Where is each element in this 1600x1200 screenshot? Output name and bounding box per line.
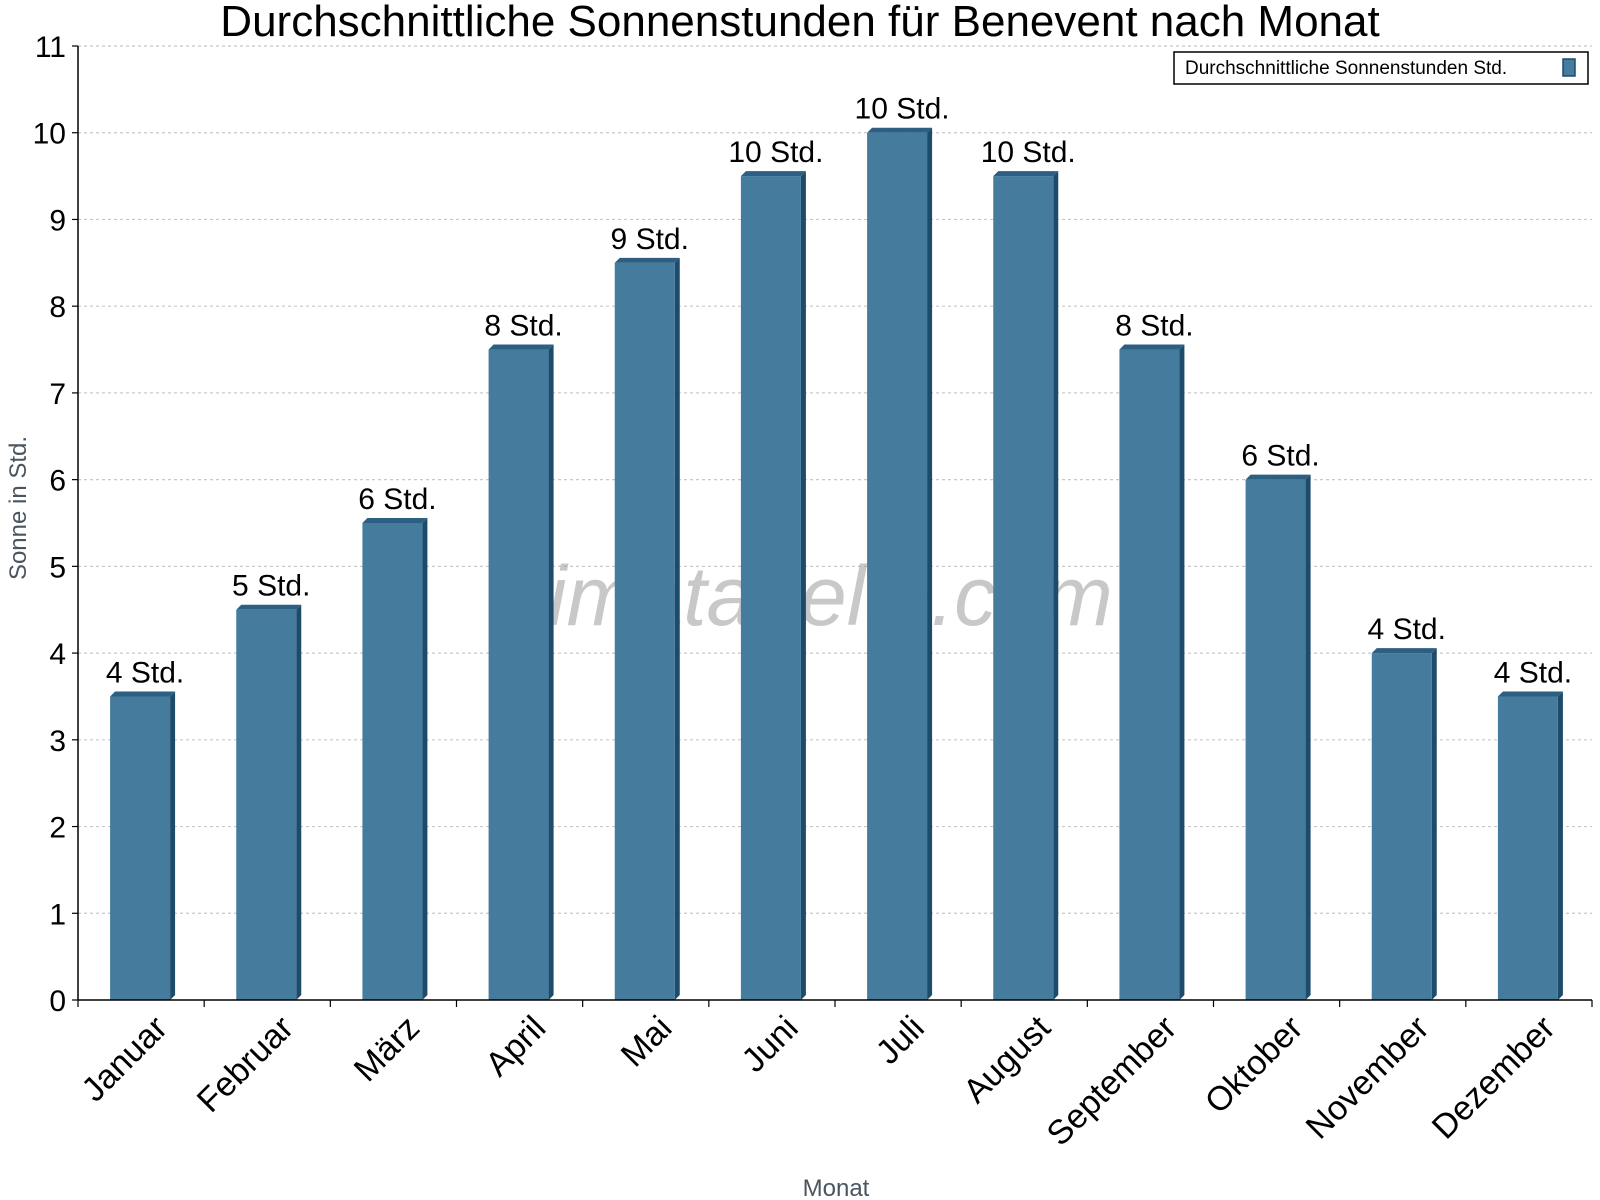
bar-top: [614, 257, 680, 263]
data-label: 10 Std.: [981, 136, 1076, 169]
bar-mai: [614, 257, 680, 1000]
axes: [72, 45, 1593, 1007]
data-label: 9 Std.: [611, 223, 689, 256]
bar-top: [993, 171, 1059, 177]
y-tick-label: 6: [49, 465, 66, 498]
x-tick-label: August: [956, 1008, 1058, 1110]
bar-februar: [236, 604, 302, 1000]
data-labels: 4 Std. 5 Std. 6 Std. 8 Std. 9 Std. 10 Std. 10 …: [106, 93, 1572, 690]
bar-märz: [362, 518, 428, 1000]
bar-top: [1497, 691, 1563, 697]
y-tick-label: 9: [49, 204, 66, 237]
bar-front: [867, 132, 928, 1000]
data-label: 10 Std.: [855, 93, 950, 126]
bar-side: [927, 127, 933, 1000]
bar-front: [614, 262, 675, 1000]
bar-top: [110, 691, 176, 697]
bar-side: [1053, 171, 1059, 1000]
legend-box: [1173, 51, 1589, 85]
bar-top: [867, 127, 933, 133]
y-tick-label: 7: [49, 378, 66, 411]
y-tick-label: 0: [49, 985, 66, 1018]
bar-top: [1119, 344, 1185, 350]
x-tick-label: Mai: [614, 1009, 680, 1075]
bar-top: [1371, 648, 1437, 654]
bar-side: [1305, 474, 1311, 1000]
x-tick-label: Februar: [190, 1009, 301, 1120]
y-tick-labels: 0 1 2 3 4 5 6 7 8 9 10 11: [33, 31, 66, 1018]
bar-side: [800, 171, 806, 1000]
y-tick-label: 10: [33, 118, 66, 151]
bar-januar: [110, 691, 176, 1000]
data-label: 6 Std.: [358, 483, 436, 516]
bar-front: [1119, 349, 1180, 1001]
legend-label: Durchschnittliche Sonnenstunden Std.: [1185, 58, 1507, 79]
bar-top: [236, 604, 302, 610]
bar-side: [1179, 344, 1185, 1001]
x-tick-labels: Januar Februar März April Mai Juni Juli AugustS…: [74, 1008, 1562, 1153]
data-label: 4 Std.: [1494, 656, 1572, 689]
y-axis-label: Sonne in Std.: [5, 436, 32, 580]
gridlines: [78, 45, 1592, 914]
y-tick-label: 11: [35, 31, 66, 64]
bar-side: [548, 344, 554, 1001]
bar-top: [488, 344, 554, 350]
bar-front: [1245, 479, 1306, 1000]
bar-side: [1431, 648, 1437, 1000]
data-label: 6 Std.: [1241, 440, 1319, 473]
y-tick-label: 1: [49, 898, 66, 931]
x-tick-label: September: [1040, 1009, 1184, 1153]
x-axis-label: Monat: [803, 1175, 870, 1200]
x-tick-label: Juli: [869, 1009, 932, 1072]
data-label: 5 Std.: [232, 570, 310, 603]
bars: [110, 127, 1563, 1001]
chart-title: Durchschnittliche Sonnenstunden für Bene…: [220, 0, 1379, 46]
bar-front: [1371, 653, 1432, 1000]
y-tick-label: 5: [49, 551, 66, 584]
data-label: 4 Std.: [106, 656, 184, 689]
bar-top: [362, 518, 428, 523]
legend: Durchschnittliche Sonnenstunden Std.: [1173, 51, 1589, 85]
bar-front: [236, 609, 297, 1000]
bar-august: [993, 171, 1059, 1000]
bar-side: [296, 604, 302, 1000]
x-tick-label: März: [347, 1009, 427, 1089]
legend-swatch: [1562, 58, 1576, 77]
bar-juni: [740, 171, 806, 1000]
bar-side: [674, 257, 680, 1000]
data-label: 10 Std.: [728, 136, 823, 169]
y-tick-label: 3: [49, 725, 66, 758]
x-tick-label: Juni: [735, 1009, 806, 1080]
bar-side: [170, 691, 176, 1000]
bar-front: [362, 523, 423, 1000]
y-tick-label: 2: [49, 812, 66, 845]
data-label: 4 Std.: [1368, 613, 1446, 646]
bar-oktober: [1245, 474, 1311, 1000]
bar-front: [1497, 696, 1558, 1000]
x-tick-label: Januar: [74, 1009, 174, 1109]
x-tick-label: Dezember: [1425, 1009, 1563, 1147]
bar-april: [488, 344, 554, 1001]
y-tick-label: 8: [49, 291, 66, 324]
bar-side: [1557, 691, 1563, 1000]
bar-front: [740, 176, 801, 1000]
data-label: 8 Std.: [484, 310, 562, 343]
bar-side: [422, 518, 428, 1000]
bar-front: [993, 176, 1054, 1000]
x-tick-label: November: [1299, 1009, 1437, 1147]
bar-juli: [867, 127, 933, 1000]
x-tick-label: Oktober: [1198, 1009, 1310, 1121]
bar-november: [1371, 648, 1437, 1000]
bar-front: [488, 349, 549, 1001]
data-label: 8 Std.: [1115, 310, 1193, 343]
bar-september: [1119, 344, 1185, 1001]
y-tick-label: 4: [49, 638, 66, 671]
bar-top: [1245, 474, 1311, 480]
x-tick-label: April: [478, 1009, 553, 1084]
bar-front: [110, 696, 171, 1000]
bar-dezember: [1497, 691, 1563, 1000]
bar-top: [740, 171, 806, 177]
